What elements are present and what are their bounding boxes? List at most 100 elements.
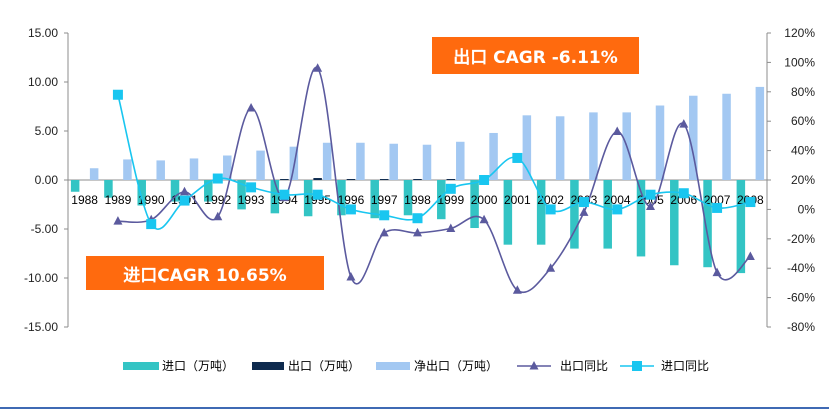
export-yoy-point <box>646 201 655 210</box>
right-axis-tick-label: 120% <box>784 26 815 40</box>
bar-export <box>346 179 356 180</box>
right-axis-tick-label: 40% <box>791 144 815 158</box>
bar-import <box>703 180 712 268</box>
bar-export <box>313 178 322 180</box>
bar-import <box>170 180 180 202</box>
import-yoy-point <box>146 219 157 230</box>
import-yoy-point <box>712 202 723 213</box>
right-axis-tick-label: 0% <box>798 202 816 216</box>
x-tick-label: 2001 <box>504 193 531 207</box>
bar-import <box>337 180 346 216</box>
import-yoy-point <box>412 213 423 224</box>
export-yoy-point <box>579 207 589 216</box>
legend-swatch <box>376 362 410 370</box>
bar-net-export <box>356 142 365 180</box>
bar-import <box>536 180 546 245</box>
bars <box>70 86 765 274</box>
bottom-rule <box>0 407 829 409</box>
bar-net-export <box>722 93 731 180</box>
x-tick-label: 1988 <box>71 193 98 207</box>
export-yoy-point <box>712 267 722 277</box>
right-axis-tick-label: -20% <box>787 232 815 246</box>
left-axis-tick-label: -10.00 <box>24 271 58 285</box>
export-yoy-point <box>546 263 556 272</box>
export-yoy-point <box>313 63 323 72</box>
bar-import <box>603 180 612 249</box>
export-yoy-point <box>180 186 189 196</box>
bar-import <box>636 180 646 257</box>
bar-import <box>137 180 146 206</box>
bar-import <box>303 180 313 217</box>
x-tick-label: 1998 <box>404 193 431 207</box>
export-cagr-text: 出口 CAGR -6.11% <box>453 48 618 68</box>
bar-import <box>403 180 413 216</box>
legend-marker <box>529 361 539 370</box>
export-yoy-point <box>679 119 689 128</box>
import-yoy-point <box>512 152 523 163</box>
bar-export <box>379 179 389 180</box>
right-axis-tick-label: 20% <box>791 173 815 187</box>
bar-net-export <box>223 155 232 180</box>
import-yoy-point <box>279 189 290 200</box>
bar-import <box>437 180 446 220</box>
export-cagr-callout: 出口 CAGR -6.11% <box>432 37 639 74</box>
x-tick-labels: 1988198919901991199219931994199519961997… <box>71 193 764 207</box>
export-yoy-point <box>246 102 256 112</box>
export-yoy-point <box>612 126 622 135</box>
x-tick-label: 1990 <box>138 193 165 207</box>
x-tick-label: 1999 <box>437 193 464 207</box>
import-yoy-point <box>379 210 390 221</box>
export-yoy-point <box>346 272 356 281</box>
bar-import <box>570 180 579 249</box>
x-tick-label: 2004 <box>604 193 631 207</box>
import-yoy-point <box>545 204 556 215</box>
bar-net-export <box>422 144 432 180</box>
x-tick-label: 1996 <box>338 193 365 207</box>
bar-import <box>670 180 679 266</box>
import-yoy-point <box>179 195 190 206</box>
legend-label: 进口同比 <box>661 359 709 373</box>
export-yoy-point <box>413 227 422 237</box>
legend-swatch <box>123 362 159 370</box>
bar-net-export <box>456 141 465 180</box>
bar-export <box>280 179 289 180</box>
bar-export <box>446 179 456 180</box>
right-axis-tick-label: 80% <box>791 85 815 99</box>
import-yoy-point <box>312 189 323 200</box>
left-axis-tick-label: 0.00 <box>35 173 59 187</box>
series-lines <box>112 63 756 294</box>
export-yoy-point <box>512 285 522 294</box>
bar-import <box>270 180 280 214</box>
x-tick-label: 1992 <box>204 193 231 207</box>
bar-net-export <box>123 159 132 180</box>
x-tick-label: 2000 <box>471 193 498 207</box>
import-yoy-point <box>745 197 756 208</box>
import-yoy-point <box>612 204 623 215</box>
import-yoy-point <box>112 89 123 100</box>
x-tick-label: 2007 <box>704 193 731 207</box>
legend-label: 出口（万吨） <box>288 359 360 373</box>
legend-marker <box>632 361 642 371</box>
legend-label: 出口同比 <box>560 359 608 373</box>
legend-label: 进口（万吨） <box>162 359 234 373</box>
bar-import <box>104 180 113 198</box>
bar-import <box>70 180 80 192</box>
import-yoy-point <box>445 183 456 194</box>
export-yoy-point <box>113 216 123 225</box>
bar-import <box>503 180 513 245</box>
bar-net-export <box>755 86 765 180</box>
x-tick-label: 1989 <box>105 193 132 207</box>
import-yoy-point <box>678 188 689 199</box>
import-cagr-text: 进口CAGR 10.65% <box>123 265 287 286</box>
axes: 15.00 10.00 5.00 0.00 -5.00 -10.00 -15.00 120% 1… <box>24 26 815 334</box>
bar-export <box>413 179 422 180</box>
right-axis-tick-label: 100% <box>784 55 815 69</box>
import-yoy-point <box>212 173 223 184</box>
right-axis-tick-label: -60% <box>787 291 815 305</box>
left-axis-tick-label: -5.00 <box>31 222 59 236</box>
x-tick-label: 2002 <box>537 193 564 207</box>
import-yoy-point <box>479 175 490 185</box>
bar-net-export <box>189 158 199 180</box>
import-cagr-callout: 进口CAGR 10.65% <box>86 256 324 290</box>
